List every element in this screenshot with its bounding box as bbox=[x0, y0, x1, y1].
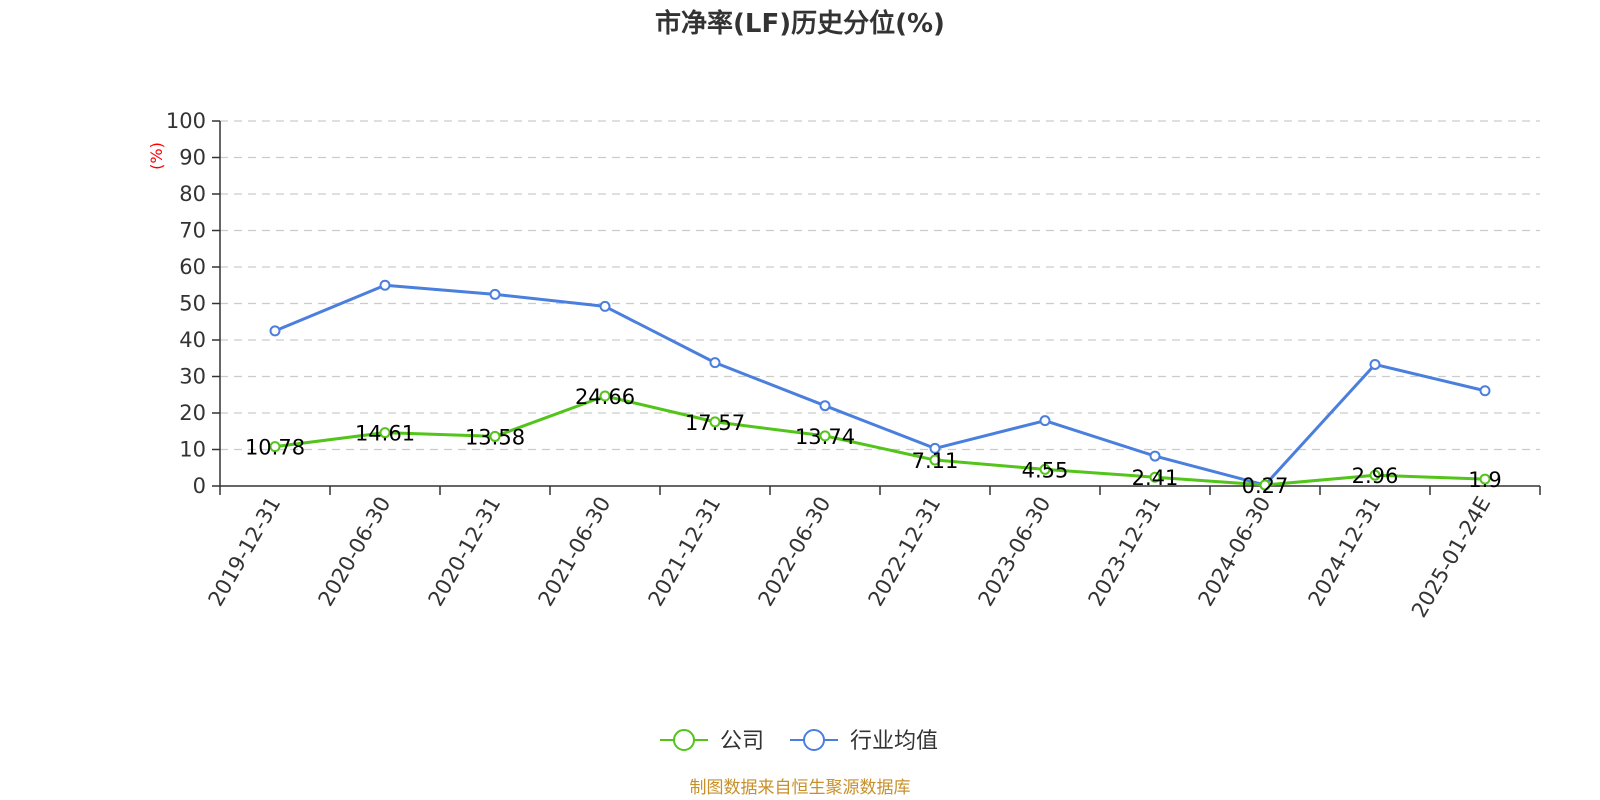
y-tick-label: 70 bbox=[179, 219, 206, 243]
grid-lines bbox=[220, 120, 1540, 451]
x-tick-label: 2020-06-30 bbox=[314, 493, 396, 611]
data-point-industry-avg[interactable] bbox=[1479, 385, 1491, 397]
data-point-company[interactable] bbox=[819, 430, 831, 442]
data-label: 17.57 bbox=[685, 411, 745, 435]
x-tick-label: 2024-12-31 bbox=[1304, 493, 1386, 611]
y-tick-label: 60 bbox=[179, 255, 206, 279]
data-point-company[interactable] bbox=[1149, 471, 1161, 483]
series-lines bbox=[269, 279, 1491, 491]
data-point-company[interactable] bbox=[599, 390, 611, 402]
data-label: 13.58 bbox=[465, 425, 525, 449]
data-label: 0.27 bbox=[1242, 474, 1289, 498]
series-line-industry-avg bbox=[274, 283, 1486, 487]
data-point-company[interactable] bbox=[1369, 469, 1381, 481]
data-point-industry-avg[interactable] bbox=[269, 325, 281, 337]
axes: 0 10 20 30 40 50 60 70 80 90 100 2019-12-31 2020-06-… bbox=[166, 109, 1541, 622]
x-tick-label: 2022-12-31 bbox=[864, 493, 946, 611]
x-tick-label: 2020-12-31 bbox=[424, 493, 506, 611]
data-point-industry-avg[interactable] bbox=[379, 279, 391, 291]
legend-item-company[interactable]: 公司 bbox=[660, 729, 764, 754]
data-point-industry-avg[interactable] bbox=[1369, 358, 1381, 370]
data-point-company[interactable] bbox=[929, 454, 941, 466]
data-point-company[interactable] bbox=[269, 441, 281, 453]
legend-label-company: 公司 bbox=[720, 729, 764, 754]
data-label: 4.55 bbox=[1022, 458, 1069, 482]
data-label: 14.61 bbox=[355, 422, 415, 446]
source-note: 制图数据来自恒生聚源数据库 bbox=[690, 778, 911, 798]
data-point-industry-avg[interactable] bbox=[709, 357, 721, 369]
data-point-company[interactable] bbox=[489, 430, 501, 442]
data-label: 10.78 bbox=[245, 436, 305, 460]
data-label: 13.74 bbox=[795, 425, 855, 449]
data-label: 2.96 bbox=[1352, 464, 1399, 488]
data-point-industry-avg[interactable] bbox=[599, 300, 611, 312]
y-tick-label: 20 bbox=[179, 401, 206, 425]
y-tick-label: 40 bbox=[179, 328, 206, 352]
x-tick-label: 2022-06-30 bbox=[754, 493, 836, 611]
legend-label-industry-avg: 行业均值 bbox=[850, 729, 938, 754]
x-tick-label: 2019-12-31 bbox=[204, 493, 286, 611]
y-tick-label: 50 bbox=[179, 292, 206, 316]
x-tick-label: 2024-06-30 bbox=[1194, 493, 1276, 611]
data-point-company[interactable] bbox=[1479, 473, 1491, 485]
y-tick-label: 10 bbox=[179, 438, 206, 462]
chart-title: 市净率(LF)历史分位(%) bbox=[655, 8, 945, 39]
y-tick-label: 30 bbox=[179, 365, 206, 389]
data-point-company[interactable] bbox=[379, 427, 391, 439]
legend-marker-industry-avg bbox=[803, 729, 825, 751]
y-tick-label: 80 bbox=[179, 182, 206, 206]
data-point-industry-avg[interactable] bbox=[1039, 415, 1051, 427]
series-line-company bbox=[274, 394, 1486, 487]
legend: 公司 行业均值 bbox=[660, 729, 938, 754]
data-point-company[interactable] bbox=[1039, 463, 1051, 475]
data-point-industry-avg[interactable] bbox=[489, 288, 501, 300]
data-label: 2.41 bbox=[1132, 466, 1179, 490]
data-label: 1.9 bbox=[1468, 468, 1501, 492]
data-point-company[interactable] bbox=[709, 416, 721, 428]
y-axis-label: (%) bbox=[147, 142, 166, 170]
data-label: 7.11 bbox=[912, 449, 959, 473]
data-labels: 10.78 14.61 13.58 24.66 17.57 13.74 7.11 4.55 2.… bbox=[245, 385, 1502, 498]
x-tick-label: 2025-01-24E bbox=[1407, 493, 1495, 622]
x-tick-label: 2023-12-31 bbox=[1084, 493, 1166, 611]
x-tick-label: 2021-12-31 bbox=[644, 493, 726, 611]
data-label: 24.66 bbox=[575, 385, 635, 409]
data-point-company[interactable] bbox=[1259, 479, 1271, 491]
data-point-industry-avg[interactable] bbox=[1149, 450, 1161, 462]
x-tick-label: 2023-06-30 bbox=[974, 493, 1056, 611]
legend-marker-company bbox=[673, 729, 695, 751]
legend-item-industry-avg[interactable]: 行业均值 bbox=[790, 729, 938, 754]
data-point-industry-avg[interactable] bbox=[929, 442, 941, 454]
data-point-industry-avg[interactable] bbox=[819, 400, 831, 412]
y-tick-label: 0 bbox=[193, 474, 206, 498]
x-tick-label: 2021-06-30 bbox=[534, 493, 616, 611]
y-tick-label: 100 bbox=[166, 109, 206, 133]
y-tick-label: 90 bbox=[179, 146, 206, 170]
